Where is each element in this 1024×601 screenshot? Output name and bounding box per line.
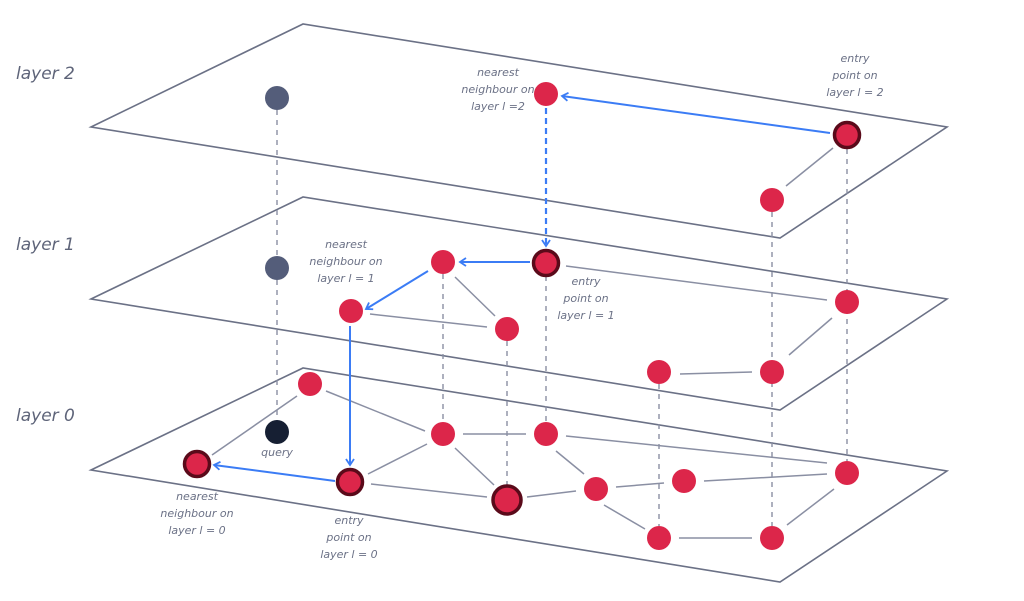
nearest-node-layer-2 bbox=[534, 82, 558, 106]
edge bbox=[454, 276, 496, 317]
plane-layer-2 bbox=[88, 23, 950, 239]
label-line: layer l = 0 bbox=[168, 524, 226, 537]
node bbox=[647, 360, 671, 384]
node bbox=[760, 360, 784, 384]
plane-layer-0 bbox=[88, 367, 950, 583]
edge bbox=[785, 147, 834, 187]
node bbox=[760, 526, 784, 550]
edge bbox=[615, 482, 665, 488]
label-line: nearest bbox=[176, 490, 218, 503]
label-line: neighbour on bbox=[461, 83, 535, 96]
entry-label-layer-1: entry point on layer l = 1 bbox=[546, 273, 626, 324]
label-line: layer l =2 bbox=[471, 100, 525, 113]
node bbox=[835, 461, 859, 485]
label-line: entry bbox=[334, 514, 364, 527]
label-line: layer l = 2 bbox=[826, 86, 884, 99]
edge bbox=[370, 483, 488, 498]
plane-layer-1 bbox=[88, 196, 950, 411]
entry-node-layer-0 bbox=[335, 467, 365, 497]
nodes bbox=[182, 82, 862, 550]
layer-label-1: layer 1 bbox=[16, 235, 75, 255]
edge bbox=[679, 371, 753, 375]
label-line: point on bbox=[832, 69, 878, 82]
edge bbox=[367, 443, 428, 475]
edge bbox=[788, 317, 833, 356]
node bbox=[584, 477, 608, 501]
label-line: point on bbox=[563, 292, 609, 305]
edge bbox=[786, 488, 835, 526]
node bbox=[495, 317, 519, 341]
label-line: entry bbox=[571, 275, 601, 288]
label-line: neighbour on bbox=[160, 507, 234, 520]
nearest-label-layer-1: nearest neighbour on layer l = 1 bbox=[306, 236, 386, 287]
edge bbox=[603, 504, 646, 530]
nearest-node-layer-1 bbox=[339, 299, 363, 323]
node bbox=[647, 526, 671, 550]
nearest-label-layer-2: nearest neighbour on layer l =2 bbox=[458, 64, 538, 115]
entry-label-layer-0: entry point on layer l = 0 bbox=[299, 512, 399, 563]
node bbox=[672, 469, 696, 493]
query-node bbox=[265, 420, 289, 444]
entry-node-layer-1 bbox=[531, 248, 561, 278]
search-arrow bbox=[560, 92, 831, 134]
label-line: layer l = 0 bbox=[320, 548, 378, 561]
graph-edges bbox=[211, 147, 835, 539]
nearest-node-layer-0 bbox=[182, 449, 212, 479]
edge bbox=[211, 395, 298, 456]
edge bbox=[565, 265, 828, 301]
node bbox=[534, 422, 558, 446]
label-line: nearest bbox=[325, 238, 367, 251]
query-projection-node bbox=[265, 256, 289, 280]
search-arrow bbox=[364, 270, 429, 311]
label-line: entry bbox=[840, 52, 870, 65]
edge bbox=[325, 390, 426, 432]
label-line: point on bbox=[326, 531, 372, 544]
query-projection-node bbox=[265, 86, 289, 110]
node bbox=[298, 372, 322, 396]
query-label: query bbox=[261, 446, 293, 459]
entry-label-layer-2: entry point on layer l = 2 bbox=[815, 50, 895, 101]
entry-node-layer-2 bbox=[832, 120, 862, 150]
edge bbox=[703, 473, 828, 482]
edge bbox=[454, 447, 495, 486]
edge bbox=[565, 435, 828, 464]
label-line: layer l = 1 bbox=[317, 272, 375, 285]
edge bbox=[555, 450, 585, 475]
layer-label-0: layer 0 bbox=[16, 406, 75, 426]
node bbox=[835, 290, 859, 314]
vertical-projections bbox=[276, 110, 848, 526]
node bbox=[431, 422, 455, 446]
label-line: neighbour on bbox=[309, 255, 383, 268]
node bbox=[491, 484, 523, 516]
node bbox=[760, 188, 784, 212]
search-arrow bbox=[212, 461, 336, 482]
edge bbox=[369, 313, 488, 328]
nearest-label-layer-0: nearest neighbour on layer l = 0 bbox=[147, 488, 247, 539]
layer-label-2: layer 2 bbox=[16, 64, 75, 84]
edge bbox=[526, 490, 577, 498]
label-line: nearest bbox=[477, 66, 519, 79]
label-line: layer l = 1 bbox=[557, 309, 615, 322]
search-path bbox=[212, 92, 831, 482]
node bbox=[431, 250, 455, 274]
